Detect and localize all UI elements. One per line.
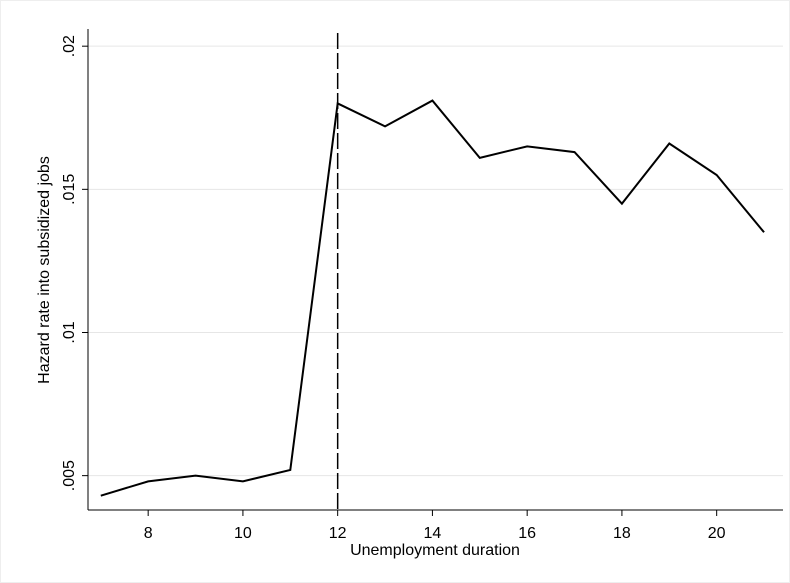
y-tick-label: .01 [61,321,78,343]
x-axis-label: Unemployment duration [350,542,520,559]
x-tick-label: 10 [234,525,252,542]
x-tick-label: 16 [518,525,536,542]
x-tick-label: 18 [613,525,631,542]
x-tick-label: 8 [144,525,153,542]
y-tick-label: .005 [61,460,78,491]
data-line [100,99,765,497]
y-tick-label: .015 [61,174,78,205]
x-tick-label: 14 [424,525,442,542]
x-tick-label: 20 [708,525,726,542]
y-tick-label: .02 [61,35,78,57]
y-axis-label: Hazard rate into subsidized jobs [36,156,53,384]
x-tick-label: 12 [329,525,347,542]
